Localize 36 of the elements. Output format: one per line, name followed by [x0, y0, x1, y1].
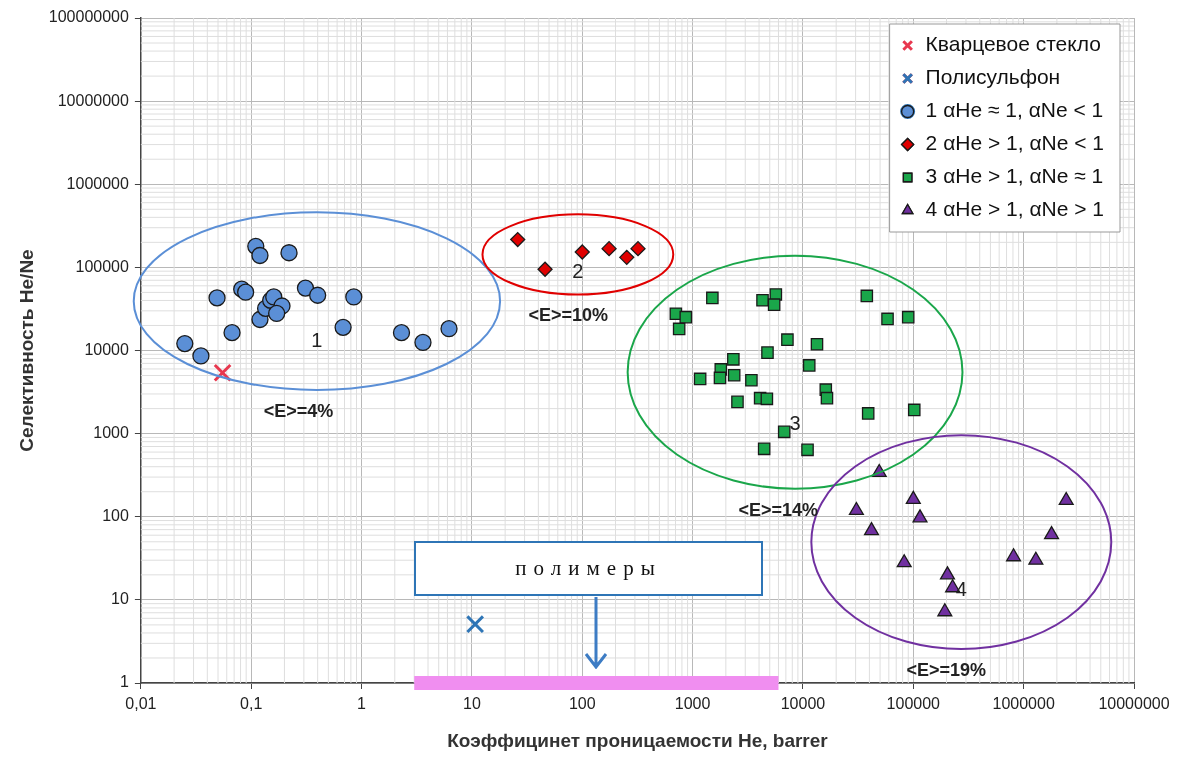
x-tick-label: 1000	[674, 695, 711, 713]
x-tick-label: 0,1	[240, 695, 263, 713]
annotation: 3	[789, 412, 801, 435]
y-tick-label: 10000	[84, 340, 129, 358]
annotation: <E>=19%	[906, 660, 987, 681]
annotation: <E>=10%	[528, 305, 609, 326]
annotation: 1	[311, 328, 323, 351]
x-tick-label: 10	[463, 695, 481, 713]
annotation: 2	[572, 259, 584, 282]
y-tick-label: 10000000	[57, 91, 129, 109]
y-axis-title: Селективность He/Ne	[15, 249, 37, 452]
y-tick-label: 1000	[93, 424, 129, 442]
x-tick-label: 10000	[780, 695, 826, 713]
label-box: полимеры	[414, 541, 763, 596]
legend-label: Полисульфон	[925, 65, 1061, 89]
y-tick-label: 100000000	[48, 8, 129, 26]
x-tick-label: 10000000	[1098, 695, 1170, 713]
annotation: 4	[955, 577, 967, 600]
legend-label: Кварцевое стекло	[925, 32, 1101, 56]
legend-label: 3 αHe > 1, αNe ≈ 1	[925, 164, 1104, 188]
x-tick-label: 1	[357, 695, 367, 713]
y-tick-label: 1	[119, 673, 129, 691]
annotation: <E>=4%	[263, 400, 334, 421]
legend-label: 1 αHe ≈ 1, αNe < 1	[925, 98, 1104, 122]
x-tick-label: 1000000	[992, 695, 1055, 713]
annotation: <E>=14%	[738, 499, 819, 520]
y-tick-label: 100	[102, 507, 129, 525]
x-tick-label: 100000	[886, 695, 941, 713]
x-axis-title: Коэффицинет проницаемости He, barrer	[447, 729, 829, 751]
y-tick-label: 1000000	[66, 174, 129, 192]
x-tick-label: 100	[568, 695, 596, 713]
legend-label: 2 αHe > 1, αNe < 1	[925, 131, 1105, 155]
y-tick-label: 100000	[75, 257, 129, 275]
legend-label: 4 αHe > 1, αNe > 1	[925, 197, 1105, 221]
x-tick-label: 0,01	[125, 695, 157, 713]
y-tick-label: 10	[111, 590, 129, 608]
